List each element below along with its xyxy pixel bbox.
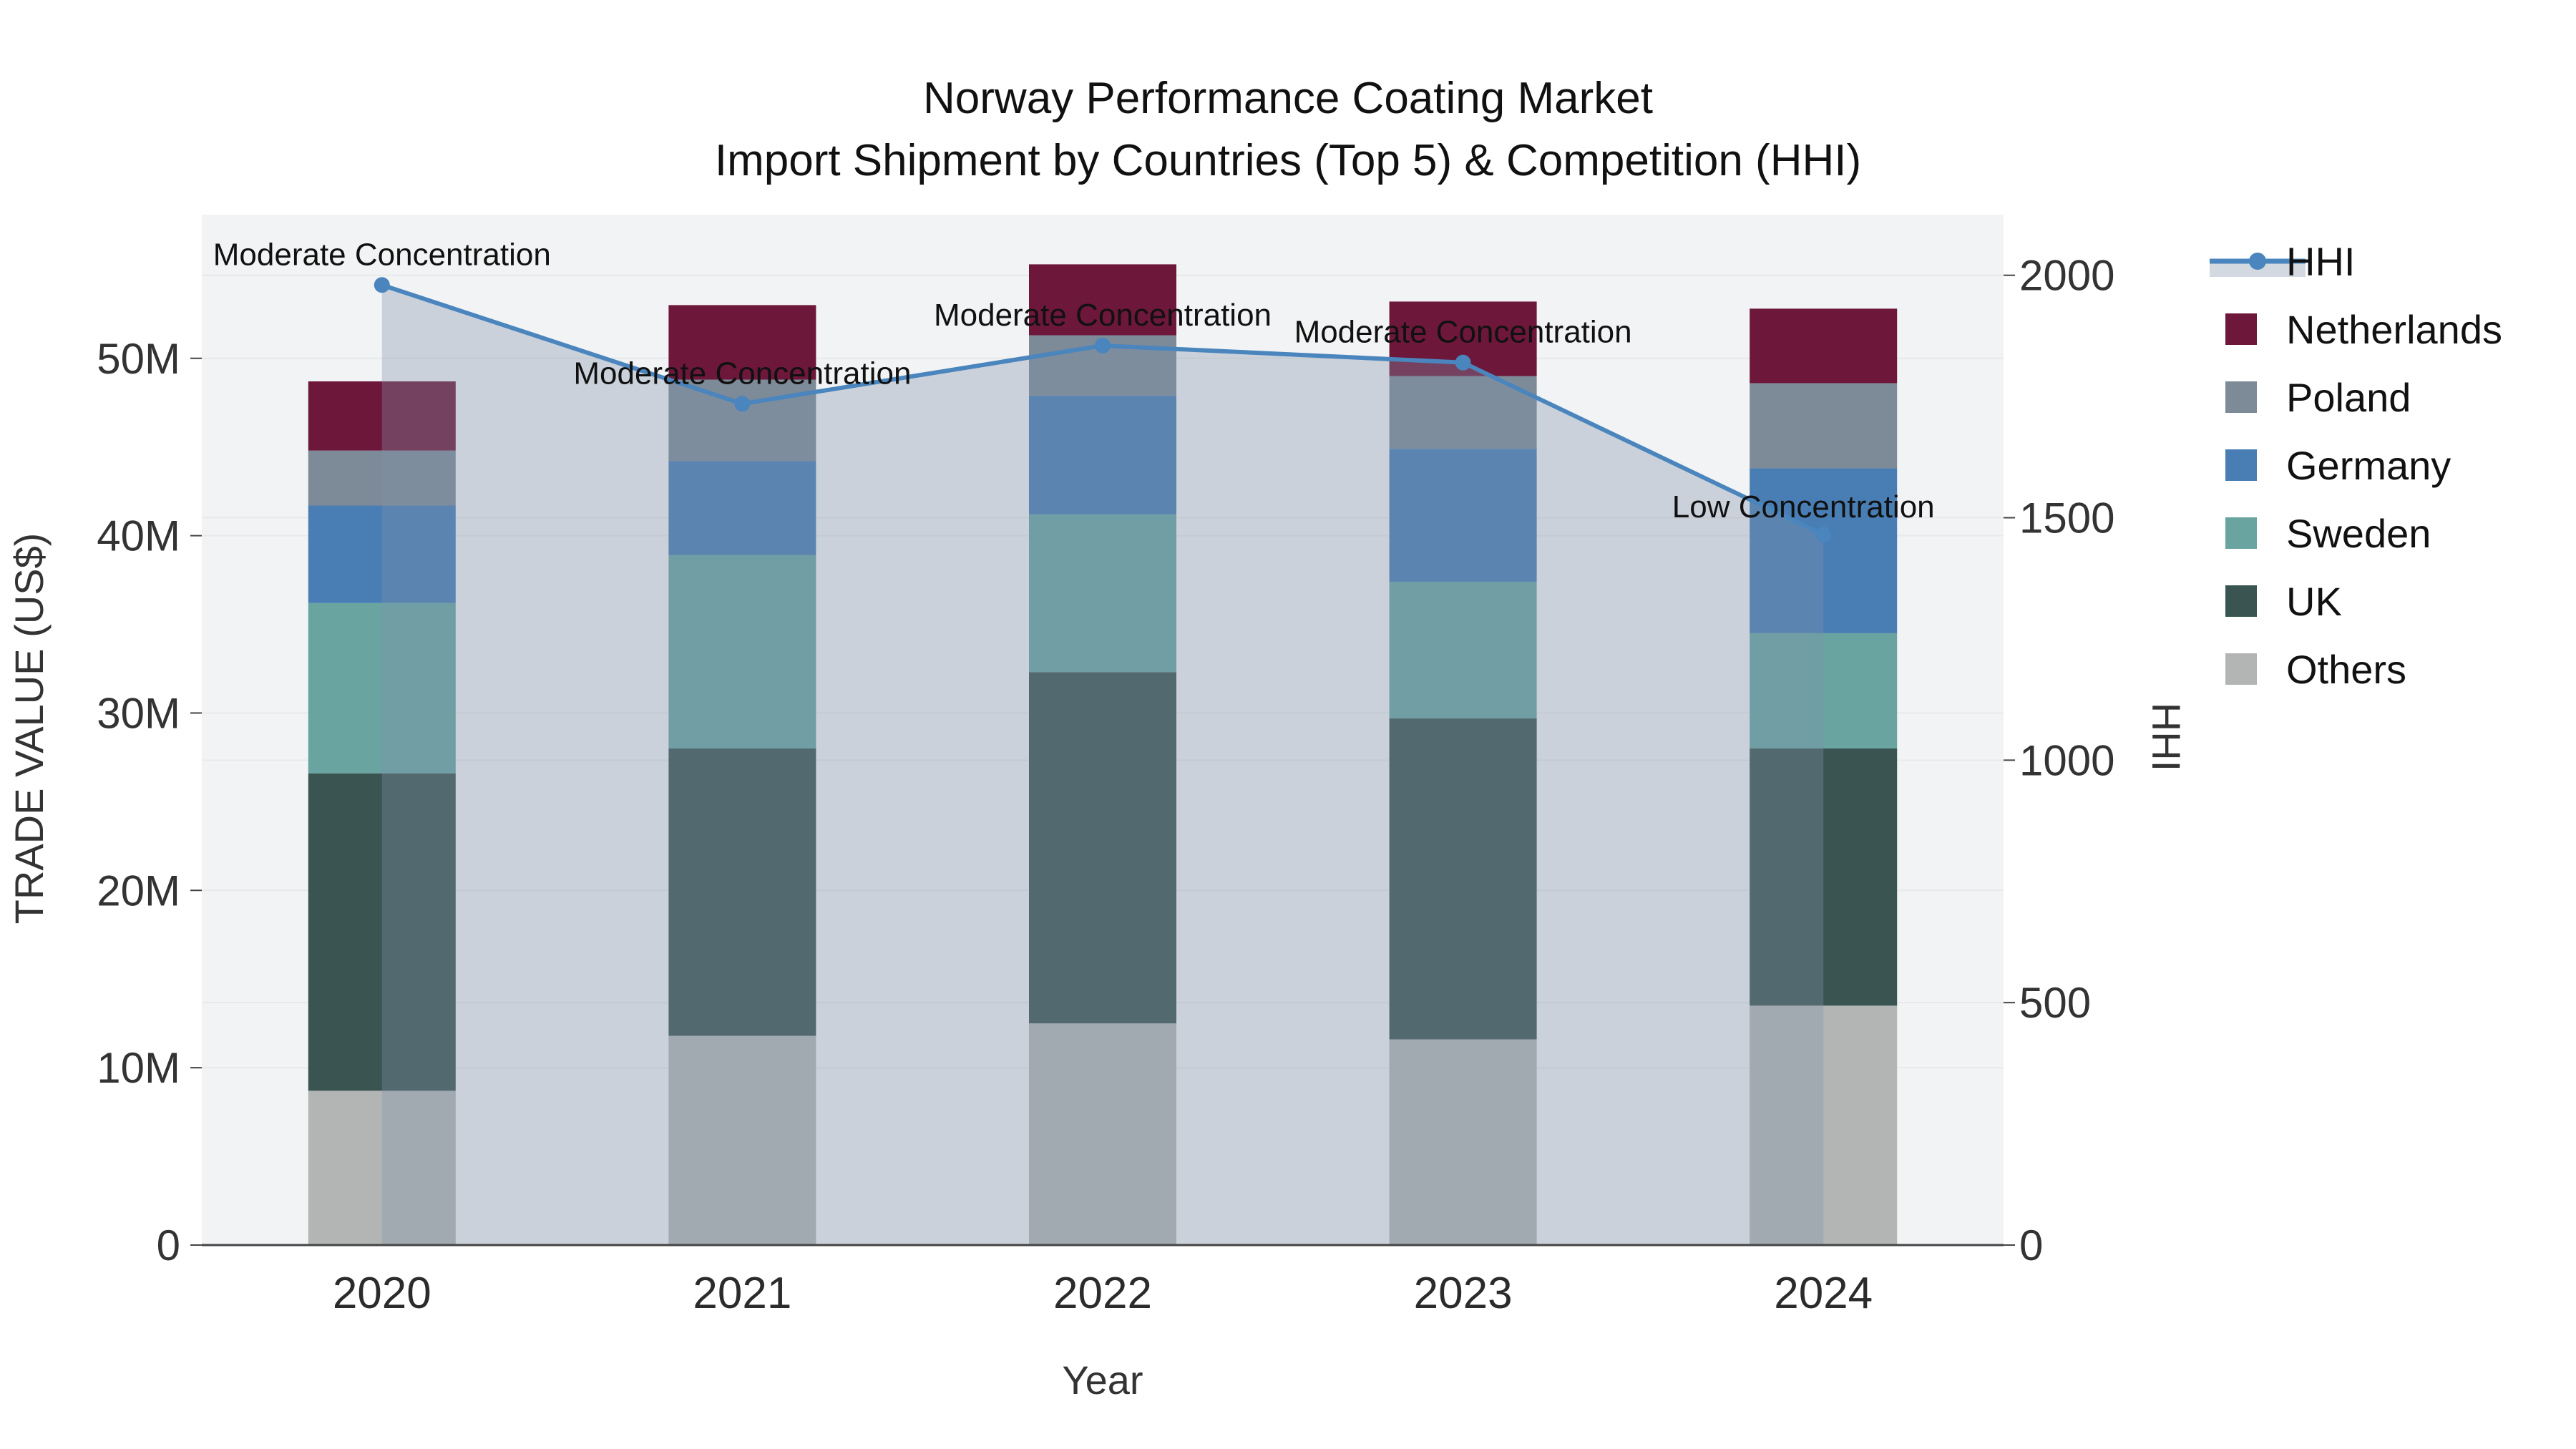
legend-swatch-sweden	[2225, 517, 2257, 549]
y-axis-title-left: TRADE VALUE (US$)	[6, 533, 52, 924]
bar-segment-germany-2023	[1389, 449, 1537, 582]
tick-right-1000: 1000	[2019, 736, 2114, 784]
legend-swatch-others	[2225, 653, 2257, 685]
legend-label-others: Others	[2286, 647, 2406, 692]
chart-title-line2: Import Shipment by Countries (Top 5) & C…	[715, 136, 1861, 185]
annotation-2021: Moderate Concentration	[573, 356, 911, 391]
tick-left-40M: 40M	[97, 512, 180, 560]
tick-right-0: 0	[2019, 1221, 2043, 1269]
legend-item-netherlands[interactable]: Netherlands	[2225, 307, 2502, 352]
bar-segment-germany-2022	[1029, 395, 1176, 514]
legend-item-germany[interactable]: Germany	[2225, 443, 2451, 488]
axis-tick-layer: 0 10M 20M 30M 40M 50M 0 500 1000 1500 2000 2020 2021…	[97, 252, 2114, 1318]
legend-label-germany: Germany	[2286, 443, 2451, 488]
tick-x-2022: 2022	[1053, 1269, 1152, 1318]
tick-right-2000: 2000	[2019, 252, 2114, 300]
annotation-2023: Moderate Concentration	[1294, 315, 1632, 350]
bar-segment-uk-2020	[308, 773, 456, 1091]
legend-label-hhi: HHI	[2286, 239, 2355, 284]
annotation-2024: Low Concentration	[1672, 489, 1935, 525]
bar-segment-others-2021	[668, 1035, 816, 1245]
tick-x-2024: 2024	[1774, 1269, 1873, 1318]
bar-segment-netherlands-2020	[308, 381, 456, 451]
bar-segment-sweden-2020	[308, 602, 456, 774]
bar-segment-sweden-2023	[1389, 582, 1537, 718]
bar-segment-others-2020	[308, 1091, 456, 1245]
legend-swatch-netherlands	[2225, 313, 2257, 345]
legend-label-poland: Poland	[2286, 375, 2411, 420]
tick-x-2021: 2021	[693, 1269, 791, 1318]
legend-swatch-poland	[2225, 381, 2257, 413]
legend-label-uk: UK	[2286, 579, 2342, 624]
bar-segment-poland-2024	[1750, 383, 1898, 469]
legend-item-others[interactable]: Others	[2225, 647, 2406, 692]
hhi-area-fill	[381, 285, 1824, 1246]
tick-x-2020: 2020	[333, 1269, 431, 1318]
tick-x-2023: 2023	[1414, 1269, 1513, 1318]
tick-left-50M: 50M	[97, 335, 180, 383]
bar-segment-others-2022	[1029, 1023, 1176, 1245]
hhi-marker-2024	[1815, 527, 1832, 543]
bar-segment-netherlands-2021	[668, 305, 816, 380]
hhi-line-layer	[374, 277, 1832, 543]
bar-segment-uk-2024	[1750, 748, 1898, 1006]
bar-segment-netherlands-2022	[1029, 264, 1176, 336]
tick-left-0: 0	[157, 1221, 180, 1269]
bar-segment-uk-2023	[1389, 718, 1537, 1040]
hhi-marker-2023	[1455, 354, 1471, 371]
tick-left-20M: 20M	[97, 867, 180, 914]
bar-segment-germany-2024	[1750, 468, 1898, 633]
bar-segment-others-2024	[1750, 1005, 1898, 1245]
y-axis-title-right: HHI	[2144, 703, 2189, 771]
bar-segment-poland-2020	[308, 450, 456, 506]
bar-stacks	[308, 264, 1898, 1245]
legend-item-sweden[interactable]: Sweden	[2225, 511, 2431, 556]
legend-hhi-marker-sample	[2249, 253, 2266, 270]
legend-item-uk[interactable]: UK	[2225, 579, 2342, 624]
hhi-marker-2022	[1095, 337, 1111, 353]
legend-label-sweden: Sweden	[2286, 511, 2431, 556]
bar-segment-germany-2021	[668, 461, 816, 555]
bar-segment-netherlands-2024	[1750, 308, 1898, 384]
bar-segment-poland-2021	[668, 379, 816, 462]
tick-right-1500: 1500	[2019, 494, 2114, 542]
bar-segment-germany-2020	[308, 505, 456, 603]
x-axis-title: Year	[1062, 1357, 1143, 1402]
bar-segment-uk-2022	[1029, 672, 1176, 1024]
legend: HHI Netherlands Poland Germany Sweden UK Other…	[2210, 239, 2502, 692]
bar-segment-others-2023	[1389, 1039, 1537, 1245]
legend-swatch-germany	[2225, 449, 2257, 481]
tick-left-30M: 30M	[97, 689, 180, 737]
legend-swatch-uk	[2225, 585, 2257, 617]
bar-segment-sweden-2024	[1750, 633, 1898, 749]
annotation-2020: Moderate Concentration	[213, 237, 551, 272]
tick-left-10M: 10M	[97, 1044, 180, 1092]
hhi-marker-2021	[734, 396, 751, 412]
bar-segment-sweden-2021	[668, 555, 816, 749]
legend-item-poland[interactable]: Poland	[2225, 375, 2411, 420]
hhi-marker-2020	[374, 277, 390, 293]
legend-label-netherlands: Netherlands	[2286, 307, 2502, 352]
bar-segment-sweden-2022	[1029, 514, 1176, 673]
annotation-2022: Moderate Concentration	[934, 298, 1272, 333]
bar-segment-uk-2021	[668, 748, 816, 1036]
annotations: Moderate Concentration Moderate Concentra…	[213, 237, 1935, 525]
tick-right-500: 500	[2019, 979, 2091, 1027]
chart-title-line1: Norway Performance Coating Market	[923, 74, 1653, 123]
hhi-area	[381, 285, 1824, 1246]
legend-item-hhi[interactable]: HHI	[2210, 239, 2355, 284]
